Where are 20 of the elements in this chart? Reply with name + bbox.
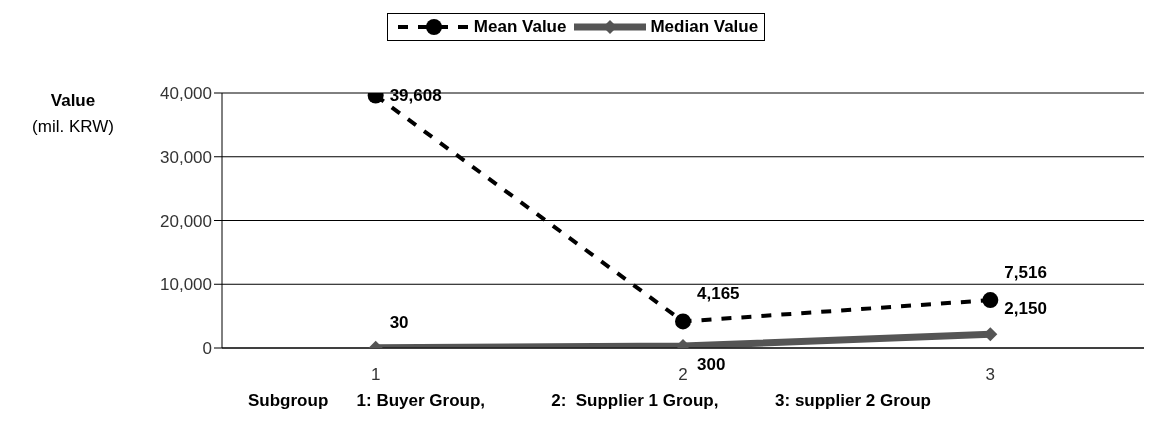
y-tick-label: 20,000 bbox=[160, 211, 212, 231]
legend-label: Median Value bbox=[650, 17, 759, 37]
data-label: 4,165 bbox=[697, 284, 740, 304]
point bbox=[982, 292, 999, 309]
y-tick-label: 30,000 bbox=[160, 147, 212, 167]
y-tick-label: 10,000 bbox=[160, 275, 212, 295]
y-tick-label: 40,000 bbox=[160, 84, 212, 104]
point bbox=[675, 313, 691, 330]
x-tick-label: 1 bbox=[370, 365, 381, 385]
legend-label: Mean Value bbox=[473, 17, 567, 37]
data-label: 30 bbox=[389, 312, 409, 332]
x-tick-label: 3 bbox=[985, 365, 996, 385]
data-label: 2,150 bbox=[1004, 299, 1047, 319]
data-label: 7,516 bbox=[1004, 263, 1047, 283]
y-tick-label: 0 bbox=[202, 339, 212, 359]
data-label: 39,608 bbox=[389, 86, 442, 106]
x-axis-title: Subgroup 1: Buyer Group, 2: Supplier 1 Group, 3: supplier 2 Group bbox=[247, 391, 932, 411]
y-axis-title: Value (mil. KRW) bbox=[31, 90, 115, 138]
data-label: 300 bbox=[697, 355, 726, 375]
x-tick-label: 2 bbox=[678, 365, 688, 385]
